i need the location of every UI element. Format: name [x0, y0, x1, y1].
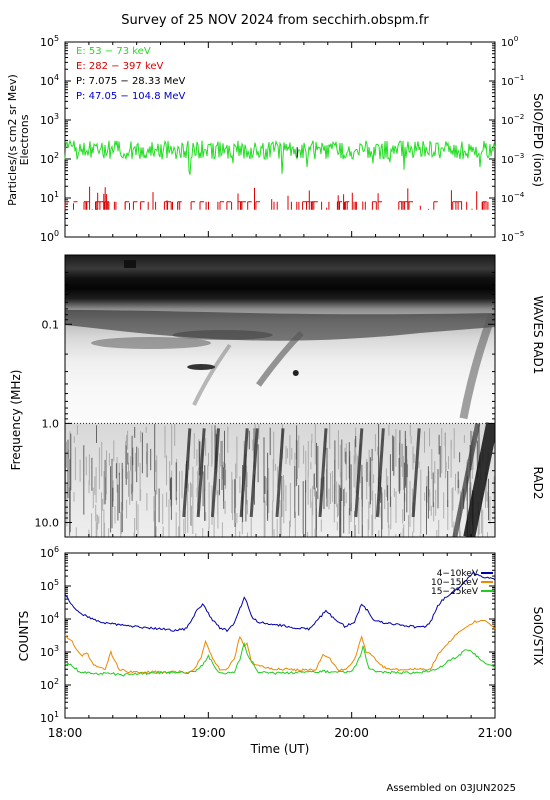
- rad1-emission-blob: [172, 330, 273, 340]
- epd-right-tick-label: 10−2: [501, 112, 524, 127]
- waves-y-tick-label: 0.1: [42, 318, 60, 331]
- stix-panel: 101 102 103 104 105 106 COUNTS SoIO/STIX 18:00 19…: [17, 545, 545, 756]
- stix-series-line-1: [64, 620, 496, 674]
- rad2-type3-burst: [182, 428, 192, 518]
- rad1-data-gap: [124, 260, 136, 268]
- epd-right-tick-label: 10−5: [501, 229, 524, 244]
- rad1-dark-band: [65, 310, 495, 341]
- series-e-282-397kev-line: [64, 186, 489, 210]
- epd-legend-entry: E: 53 − 73 keV: [76, 46, 151, 57]
- stix-series-line-2: [64, 641, 496, 677]
- stix-right-panel-label: SoIO/STIX: [531, 607, 545, 666]
- epd-legend-entry: P: 7.075 − 28.33 MeV: [76, 76, 186, 87]
- stix-x-tick-label: 20:00: [334, 726, 369, 740]
- waves-y-tick-label: 10.0: [35, 517, 60, 530]
- epd-right-tick-label: 100: [501, 34, 519, 49]
- epd-left-axis-label: Particles/(s cm2 sr Mev): [6, 74, 19, 206]
- rad2-type3-burst: [239, 428, 249, 518]
- rad1-large-burst: [459, 313, 495, 420]
- stix-y-tick-label: 102: [40, 677, 59, 692]
- rad1-dark-spot: [187, 364, 216, 370]
- stix-x-tick-label: 21:00: [478, 726, 513, 740]
- rad2-type3-burst: [375, 428, 385, 518]
- stix-y-tick-label: 101: [40, 710, 59, 725]
- epd-left-tick-label: 101: [40, 190, 59, 205]
- assembled-footer: Assembled on 03JUN2025: [386, 783, 516, 794]
- rad2-type3-burst: [211, 428, 220, 518]
- epd-left-tick-label: 104: [40, 73, 59, 88]
- epd-left-tick-label: 103: [40, 112, 59, 127]
- stix-legend-label: 15−25keV: [431, 587, 479, 597]
- epd-left-axis-sublabel: Electrons: [18, 114, 31, 165]
- epd-left-tick-label: 100: [40, 229, 59, 244]
- stix-series-line-0: [64, 570, 496, 633]
- rad2-type3-burst: [354, 428, 364, 518]
- epd-right-tick-label: 10−3: [501, 151, 524, 166]
- stix-x-tick-label: 19:00: [191, 726, 226, 740]
- rad1-dark-spot: [292, 370, 299, 376]
- epd-right-panel-label: SoIO/EPD (ions): [531, 93, 545, 187]
- figure-title: Survey of 25 NOV 2024 from secchirh.obsp…: [121, 13, 429, 28]
- stix-x-axis-label: Time (UT): [250, 742, 310, 756]
- epd-left-tick-label: 105: [40, 34, 59, 49]
- waves-spectrogram-panel: 0.1 1.0 10.0 Frequency (MHz) WAVES RAD1 RAD2: [9, 254, 545, 538]
- rad2-type3-burst: [411, 428, 421, 518]
- stix-legend-label: 4−10keV: [437, 569, 479, 579]
- stix-x-tick-label: 18:00: [48, 726, 83, 740]
- rad1-type3-burst: [256, 330, 304, 387]
- rad2-type3-burst: [318, 428, 328, 518]
- stix-y-tick-label: 106: [40, 545, 59, 560]
- rad2-type3-burst: [275, 428, 285, 518]
- stix-y-axis-label: COUNTS: [17, 611, 31, 662]
- rad2-type3-burst: [196, 428, 206, 518]
- rad1-type3-burst: [192, 343, 232, 406]
- waves-y-axis-label: Frequency (MHz): [9, 370, 23, 471]
- epd-right-tick-label: 10−4: [501, 190, 525, 205]
- rad2-large-burst: [463, 422, 495, 537]
- stix-y-tick-label: 104: [40, 611, 59, 626]
- waves-y-tick-label: 1.0: [42, 417, 60, 430]
- epd-left-tick-label: 102: [40, 151, 59, 166]
- epd-panel: 100 101 102 103 104 105 10−5 10−4 10−3 10−2 10−1 10…: [6, 34, 545, 244]
- stix-legend-label: 10−15keV: [431, 578, 479, 588]
- spectrogram-image: [65, 255, 495, 537]
- series-e-53-73kev-line: [64, 139, 496, 175]
- waves-rad2-label: RAD2: [531, 467, 545, 500]
- epd-legend-entry: E: 282 − 397 keV: [76, 61, 164, 72]
- waves-rad1-label: WAVES RAD1: [531, 296, 545, 375]
- rad2-type3-burst: [249, 428, 259, 518]
- stix-y-tick-label: 105: [40, 578, 59, 593]
- epd-right-tick-label: 10−1: [501, 73, 524, 88]
- rad1-emission-blob: [91, 337, 211, 349]
- rad2-large-burst: [452, 422, 481, 537]
- epd-legend-entry: P: 47.05 − 104.8 MeV: [76, 91, 186, 102]
- stix-y-tick-label: 103: [40, 644, 59, 659]
